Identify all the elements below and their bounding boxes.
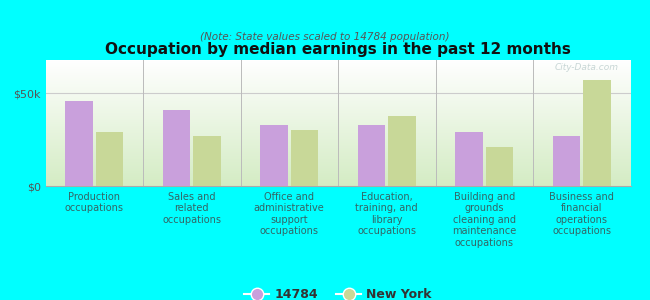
Bar [358, 125, 385, 186]
Bar [388, 116, 415, 186]
Bar [96, 132, 123, 186]
Bar [163, 110, 190, 186]
Bar [583, 80, 610, 186]
Bar [456, 132, 483, 186]
Bar [66, 101, 93, 186]
Bar [553, 136, 580, 186]
Text: (Note: State values scaled to 14784 population): (Note: State values scaled to 14784 popu… [200, 32, 450, 41]
Legend: 14784, New York: 14784, New York [239, 283, 437, 300]
Text: City-Data.com: City-Data.com [555, 62, 619, 71]
Bar [486, 147, 513, 186]
Bar [193, 136, 220, 186]
Bar [261, 125, 288, 186]
Bar [291, 130, 318, 186]
Title: Occupation by median earnings in the past 12 months: Occupation by median earnings in the pas… [105, 42, 571, 57]
